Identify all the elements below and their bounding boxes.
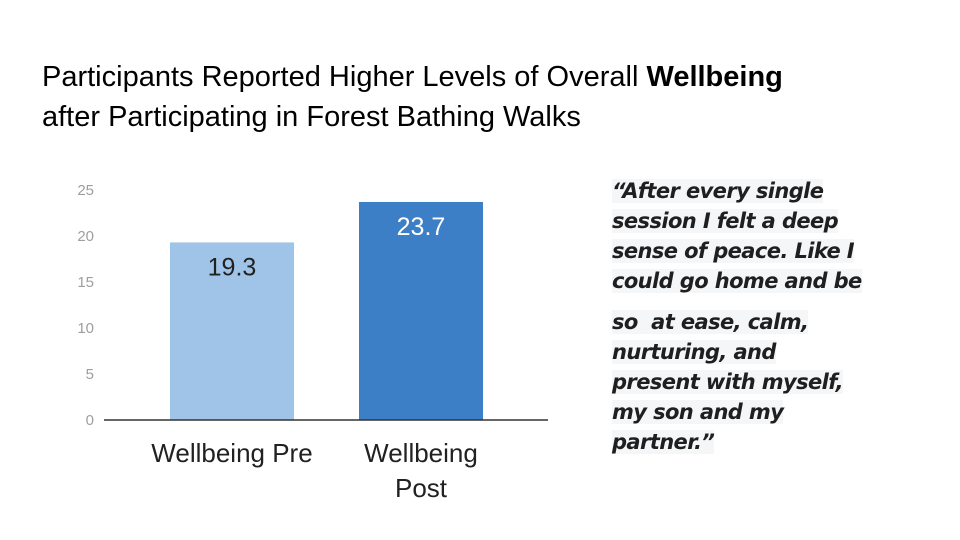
- data-label: 19.3: [208, 253, 257, 281]
- x-category-label: Post: [395, 473, 448, 503]
- bar: [359, 201, 483, 420]
- quote-line: “After every single: [612, 179, 824, 203]
- y-tick-label: 5: [86, 366, 94, 383]
- y-tick-label: 15: [77, 274, 94, 291]
- quote-line: my son and my: [612, 400, 784, 424]
- quote-line: partner.”: [612, 430, 715, 454]
- data-label: 23.7: [397, 213, 446, 241]
- quote-line: could go home and be: [612, 269, 862, 293]
- y-tick-label: 25: [77, 182, 94, 199]
- title-part2: after Participating in Forest Bathing Wa…: [42, 101, 581, 133]
- testimonial-quote: “After every single session I felt a dee…: [612, 176, 882, 457]
- y-tick-label: 0: [86, 412, 94, 429]
- quote-line: so at ease, calm,: [612, 310, 809, 334]
- x-category-label: Wellbeing: [364, 438, 478, 468]
- bar-chart: 0 5 10 15 20 25 19.3 Wellbeing Pre 23.7 Wellbeing…: [77, 182, 548, 503]
- quote-line: sense of peace. Like I: [612, 239, 855, 263]
- y-tick-label: 10: [77, 320, 94, 337]
- title-bold-word: Wellbeing: [646, 61, 783, 93]
- slide-title: Participants Reported Higher Levels of O…: [42, 57, 922, 137]
- title-part1: Participants Reported Higher Levels of O…: [42, 61, 647, 93]
- x-category-label: Wellbeing Pre: [151, 438, 312, 468]
- quote-line: nurturing, and: [612, 340, 776, 364]
- bar: [170, 242, 294, 420]
- y-tick-label: 20: [77, 228, 94, 245]
- quote-line: present with myself,: [612, 370, 844, 394]
- quote-line: session I felt a deep: [612, 209, 839, 233]
